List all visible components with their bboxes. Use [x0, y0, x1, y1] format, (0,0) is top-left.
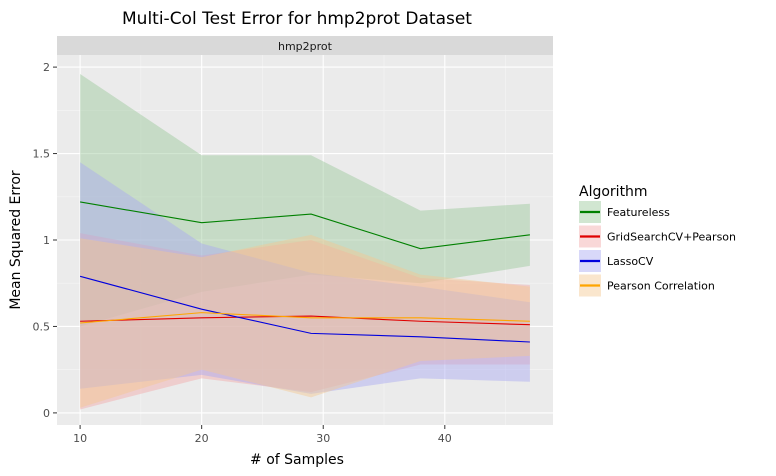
x-tick-label: 10 — [73, 432, 87, 445]
y-tick-label: 1 — [43, 234, 50, 247]
legend: Algorithm Featureless GridSearchCV+Pearso… — [579, 184, 736, 297]
y-tick-label: 0 — [43, 407, 50, 420]
facet-strip-label: hmp2prot — [278, 40, 333, 53]
band-gridsearchcv-pearson — [80, 233, 530, 410]
line-lassocv — [79, 275, 530, 343]
confidence-bands — [80, 74, 530, 410]
chart-title: Multi-Col Test Error for hmp2prot Datase… — [122, 9, 472, 29]
legend-item-lassocv: LassoCV — [579, 250, 654, 272]
line-pearson-correlation — [80, 312, 530, 324]
legend-label: LassoCV — [607, 255, 654, 268]
facet-strip — [57, 36, 553, 55]
x-axis-title: # of Samples — [250, 452, 344, 468]
legend-item-featureless: Featureless — [579, 201, 670, 223]
x-tick-label: 40 — [438, 432, 452, 445]
y-tick-label: 2 — [43, 61, 50, 74]
line-gridsearchcv-pearson — [80, 315, 530, 326]
gridlines — [57, 55, 553, 425]
y-tick-label: 0.5 — [33, 320, 51, 333]
x-tick-label: 30 — [316, 432, 330, 445]
legend-label: Featureless — [607, 206, 670, 219]
y-axis: 0 0.5 1 1.5 2 — [33, 61, 57, 420]
band-lassocv — [80, 162, 530, 394]
series-lines — [79, 201, 530, 343]
x-tick-label: 20 — [195, 432, 209, 445]
legend-item-pearson-correlation: Pearson Correlation — [579, 274, 715, 297]
y-tick-label: 1.5 — [33, 148, 51, 161]
y-axis-title: Mean Squared Error — [8, 170, 24, 310]
legend-title: Algorithm — [579, 184, 648, 200]
line-featureless — [80, 201, 530, 250]
legend-item-gridsearchcv-pearson: GridSearchCV+Pearson — [579, 225, 736, 248]
band-pearson-correlation — [80, 234, 530, 408]
x-axis: 10 20 30 40 — [73, 425, 452, 445]
legend-label: Pearson Correlation — [607, 280, 715, 293]
legend-label: GridSearchCV+Pearson — [607, 231, 736, 244]
band-featureless — [80, 74, 530, 327]
